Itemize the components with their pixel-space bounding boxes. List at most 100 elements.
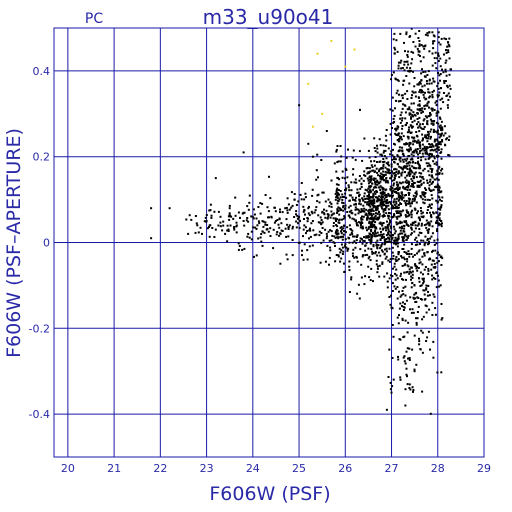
data-point — [343, 215, 346, 218]
data-point — [437, 55, 440, 57]
data-point — [426, 133, 429, 136]
data-point — [417, 83, 420, 86]
data-point — [188, 214, 191, 217]
data-point — [385, 157, 388, 160]
data-point — [250, 215, 253, 218]
data-point — [421, 248, 424, 251]
data-point — [385, 247, 388, 250]
data-point — [381, 154, 384, 157]
data-point — [335, 194, 338, 197]
data-point — [394, 107, 396, 110]
data-point — [393, 191, 396, 193]
data-point — [369, 208, 372, 211]
data-point — [296, 214, 299, 217]
data-point — [405, 179, 408, 182]
data-point — [203, 220, 206, 223]
data-point — [412, 137, 415, 140]
data-point — [430, 153, 433, 156]
data-point — [428, 224, 431, 227]
data-point — [436, 228, 439, 231]
data-point — [307, 82, 310, 85]
data-point — [291, 225, 294, 228]
data-point — [434, 249, 437, 252]
data-point — [228, 218, 231, 221]
data-point — [446, 137, 449, 140]
data-point — [408, 164, 411, 167]
data-point — [307, 217, 309, 220]
data-point — [401, 119, 403, 122]
data-point — [269, 227, 272, 230]
data-point — [373, 198, 376, 201]
data-point — [396, 286, 399, 288]
data-point — [309, 235, 312, 238]
data-point — [392, 71, 395, 74]
data-point — [435, 154, 438, 157]
data-point — [392, 225, 395, 228]
data-point — [370, 212, 373, 215]
data-point — [397, 199, 400, 202]
data-point — [431, 91, 434, 93]
data-point — [445, 51, 448, 54]
data-point — [383, 236, 385, 239]
data-point — [348, 194, 351, 197]
data-point — [335, 224, 338, 226]
data-point — [354, 246, 357, 249]
data-point — [336, 187, 339, 190]
data-point — [248, 201, 251, 204]
data-point — [441, 317, 444, 320]
data-point — [269, 235, 272, 237]
data-point — [227, 228, 230, 231]
data-point — [424, 235, 427, 238]
data-point — [336, 211, 338, 214]
data-point — [233, 226, 236, 228]
data-point — [430, 220, 433, 223]
data-point — [239, 216, 241, 219]
data-point — [380, 222, 383, 225]
data-point — [408, 170, 411, 173]
data-point — [403, 194, 406, 197]
data-point — [374, 251, 377, 253]
data-point — [408, 148, 410, 151]
data-point — [409, 296, 412, 299]
data-point — [234, 196, 237, 199]
data-point — [266, 206, 269, 209]
data-point — [433, 239, 436, 242]
data-point — [398, 314, 400, 317]
data-point — [404, 388, 407, 391]
data-point — [378, 264, 381, 267]
data-point — [404, 181, 407, 184]
data-point — [370, 236, 373, 239]
data-point — [404, 166, 407, 169]
data-point — [418, 228, 421, 230]
data-point — [340, 218, 343, 221]
data-point — [400, 174, 403, 177]
data-point — [427, 135, 430, 138]
data-point — [366, 253, 369, 256]
data-point — [393, 188, 396, 191]
data-point — [401, 117, 404, 120]
data-point — [415, 192, 418, 195]
data-point — [371, 226, 374, 229]
data-point — [406, 108, 409, 111]
data-point — [382, 144, 385, 147]
data-point — [334, 217, 337, 220]
data-point — [370, 176, 372, 179]
data-point — [418, 340, 421, 343]
data-point — [402, 286, 405, 289]
data-point — [347, 186, 350, 189]
data-point — [426, 209, 429, 211]
data-point — [423, 126, 426, 128]
data-point — [444, 61, 447, 64]
data-point — [403, 302, 406, 305]
data-point — [391, 170, 393, 173]
data-point — [411, 90, 414, 93]
data-point — [364, 174, 367, 177]
data-point — [419, 207, 422, 209]
data-point — [416, 240, 419, 243]
data-point — [410, 266, 413, 269]
data-point — [359, 224, 362, 227]
data-point — [372, 195, 375, 198]
data-point — [388, 230, 391, 233]
data-point — [396, 207, 399, 210]
data-point — [355, 236, 358, 238]
